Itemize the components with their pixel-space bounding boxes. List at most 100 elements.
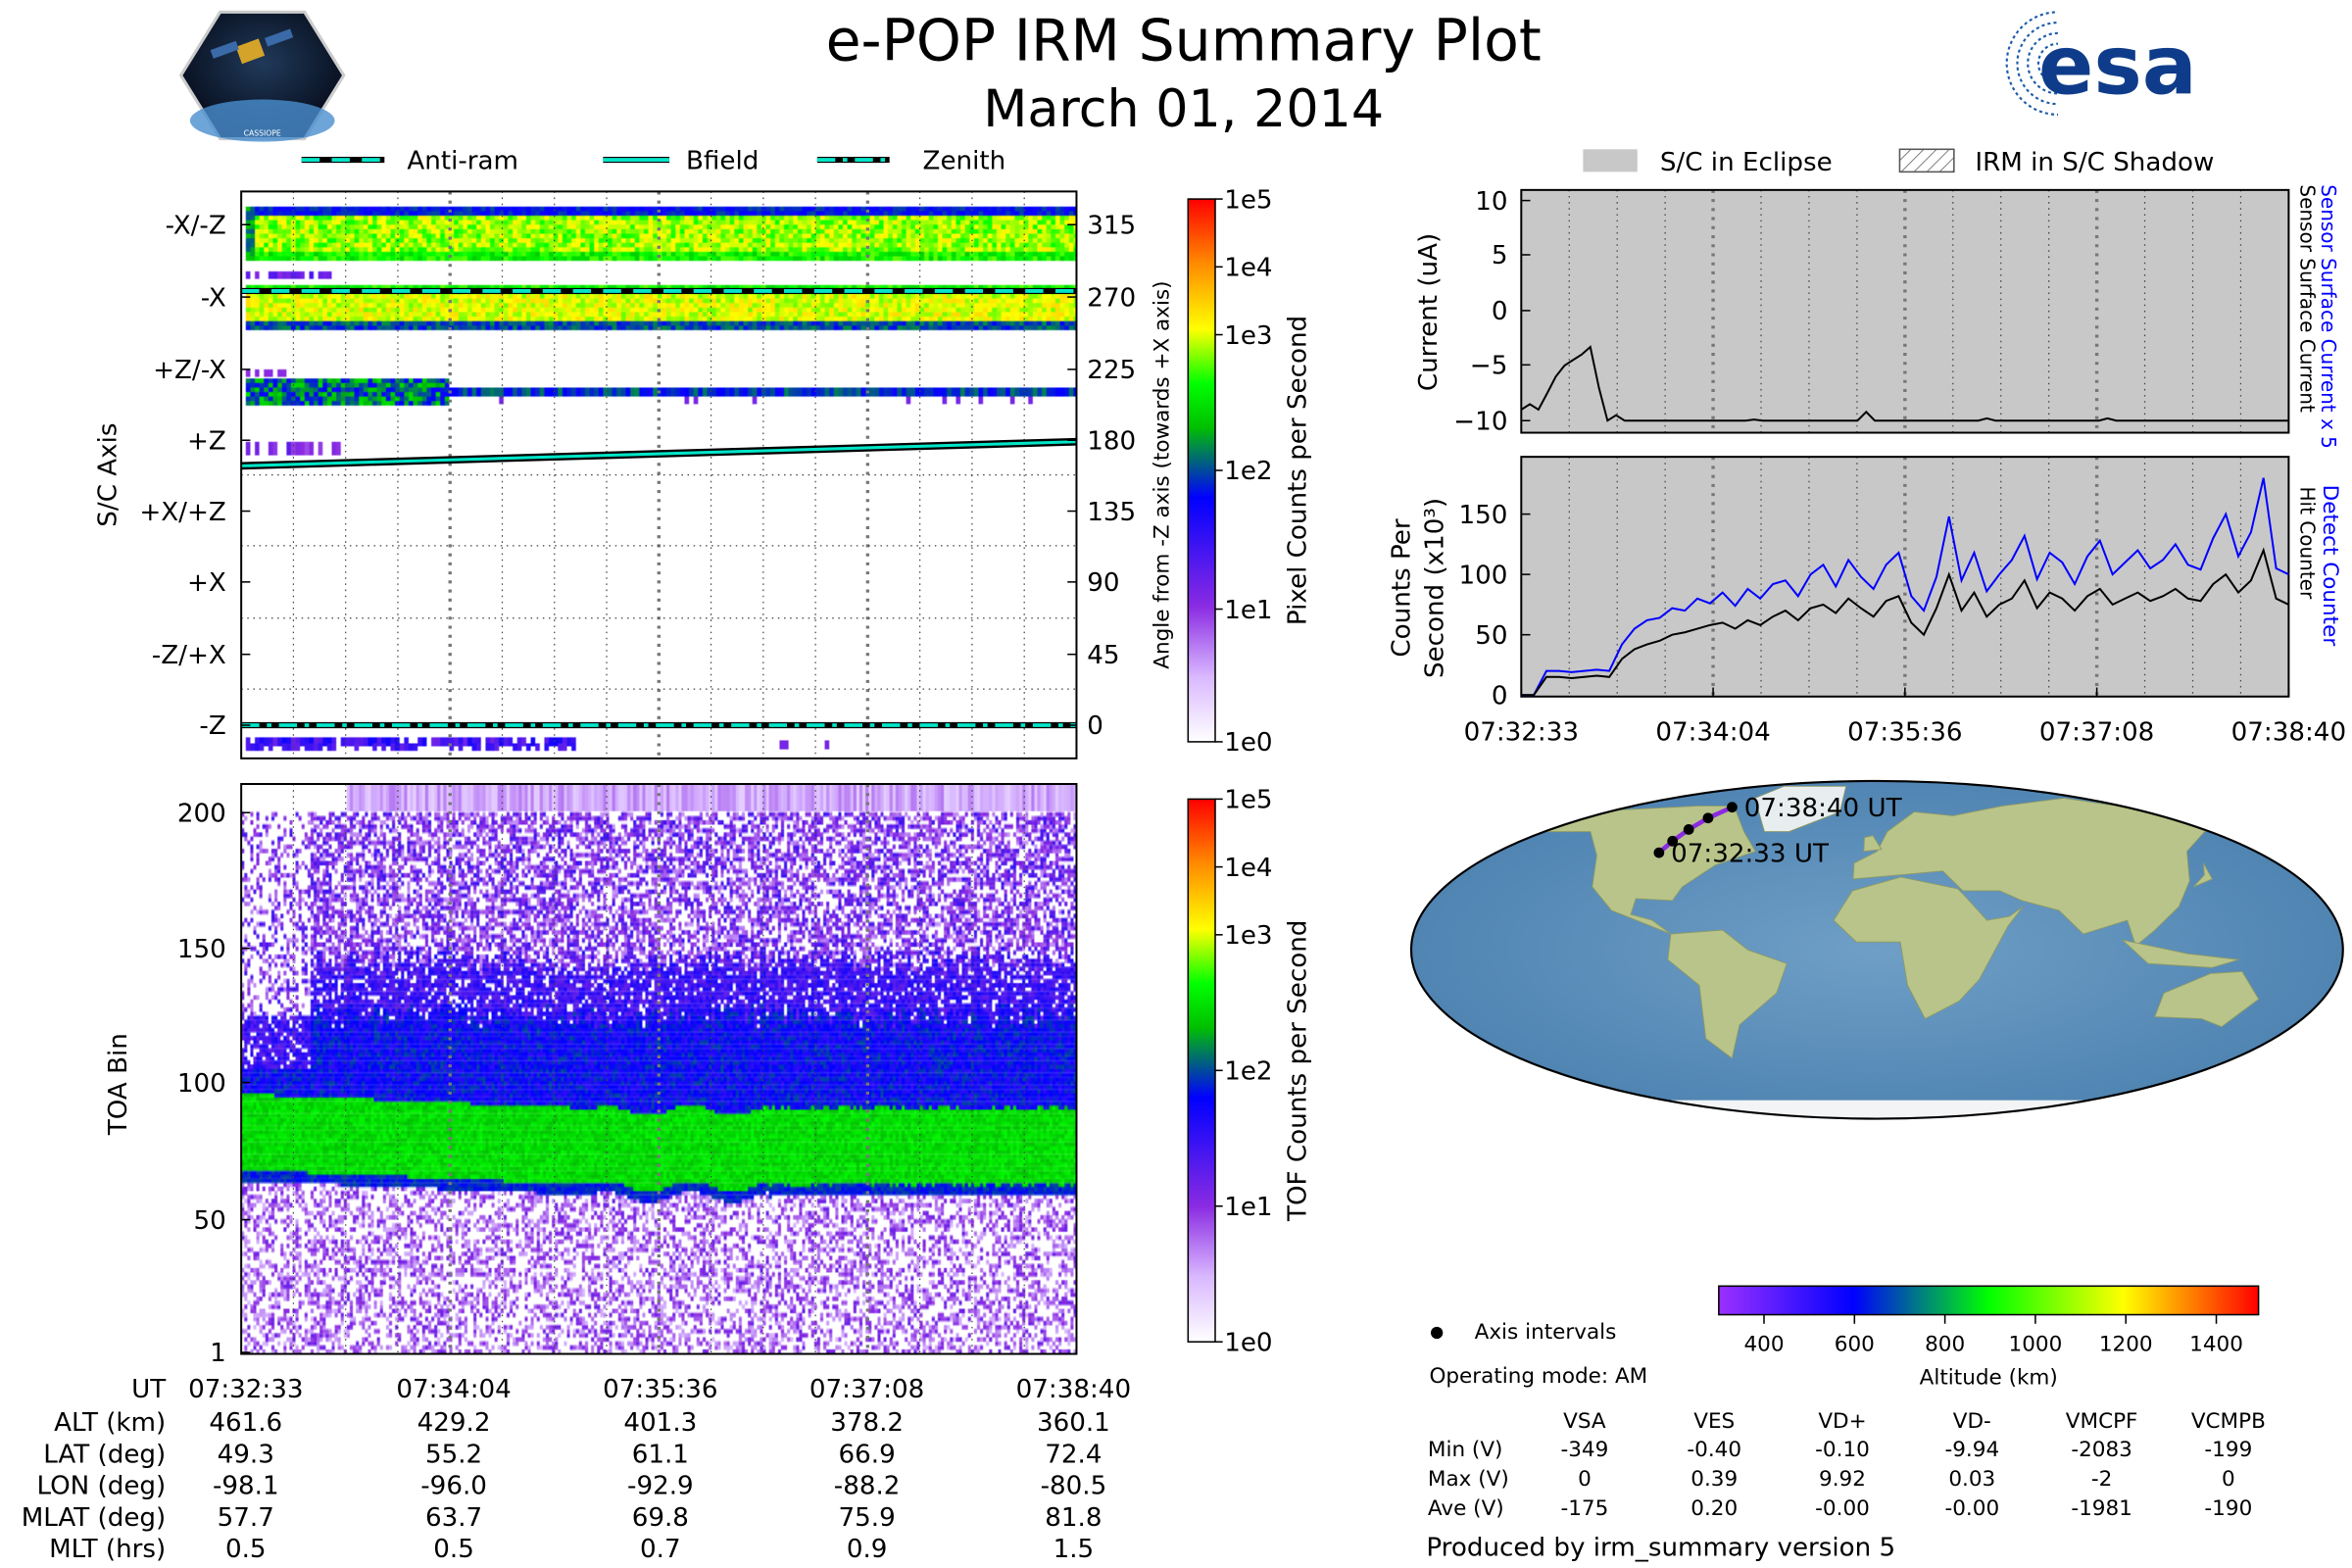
ephemeris-value: 75.9 <box>839 1503 896 1533</box>
axis-interval-point <box>1683 824 1694 835</box>
altitude-tick-label: 1000 <box>2009 1332 2063 1356</box>
ephemeris-value: 401.3 <box>623 1408 697 1438</box>
angle-tick-label: 225 <box>1087 356 1136 385</box>
ephemeris-row-label: LON (deg) <box>36 1472 166 1501</box>
altitude-tick-label: 400 <box>1743 1332 1784 1356</box>
current-tick-label: 0 <box>1492 297 1508 326</box>
ephemeris-value: 07:37:08 <box>809 1375 924 1404</box>
ephemeris-value: 360.1 <box>1037 1408 1110 1438</box>
axis-interval-point <box>1653 847 1665 858</box>
toa-tick-label: 1 <box>210 1339 226 1368</box>
pixel-colorbar <box>1187 198 1216 743</box>
angle-tick-label: 270 <box>1087 283 1136 313</box>
toa-tick-label: 100 <box>177 1069 226 1099</box>
ephemeris-value: -88.2 <box>834 1472 901 1501</box>
axis-intervals-legend-label: Axis intervals <box>1475 1320 1617 1345</box>
altitude-tick-label: 800 <box>1925 1332 1965 1356</box>
eclipse-legend-label: S/C in Eclipse <box>1660 148 1833 177</box>
y-axis-label: S/C Axis <box>93 423 122 527</box>
tof-colorbar <box>1187 798 1216 1343</box>
legend-zenith-label: Zenith <box>923 146 1006 175</box>
time-tick-label: 07:35:36 <box>1847 717 1962 747</box>
counts-axis-label-line1: Counts Per <box>1387 518 1416 657</box>
ephemeris-value: -92.9 <box>627 1472 694 1501</box>
voltage-value: -0.10 <box>1815 1438 1870 1462</box>
continent-australia <box>2154 970 2260 1028</box>
ephemeris-value: 0.5 <box>433 1535 474 1564</box>
voltage-value: -2083 <box>2071 1438 2132 1462</box>
colorbar-tick-label: 1e4 <box>1224 854 1272 883</box>
angle-tick-label: 0 <box>1087 711 1103 741</box>
angle-tick-label: 135 <box>1087 498 1136 527</box>
colorbar-tick-label: 1e3 <box>1224 921 1272 951</box>
legend-anti-ram-label: Anti-ram <box>407 146 518 175</box>
colorbar-tick-label: 1e2 <box>1224 1057 1272 1087</box>
continent-antarctica <box>1410 1100 2343 1119</box>
footer-text: Produced by irm_summary version 5 <box>1426 1534 1895 1563</box>
angle-tick-label: 315 <box>1087 211 1136 240</box>
legend-bfield-label: Bfield <box>686 146 759 175</box>
voltage-value: 0.03 <box>1948 1467 1995 1492</box>
current-tick-label: 10 <box>1475 187 1507 217</box>
colorbar-tick-label: 1e1 <box>1224 1193 1272 1222</box>
axis-tick-label: -X/-Z <box>166 211 226 240</box>
counts-axis-label-line2: Second (x10³) <box>1420 498 1449 678</box>
track-end-label: 07:38:40 UT <box>1744 794 1903 823</box>
voltage-value: -0.00 <box>1944 1496 1999 1521</box>
counts-tick-label: 50 <box>1475 621 1507 651</box>
ephemeris-value: 461.6 <box>209 1408 282 1438</box>
voltage-value: 0 <box>2222 1467 2235 1492</box>
ephemeris-value: -96.0 <box>420 1472 487 1501</box>
voltage-value: -9.94 <box>1944 1438 1999 1462</box>
esa-logo: esa <box>2005 9 2197 118</box>
current-tick-label: −10 <box>1453 407 1507 436</box>
axis-interval-point <box>1702 812 1714 824</box>
axis-tick-label: +X <box>187 568 226 598</box>
axis-tick-label: +Z <box>187 426 226 456</box>
ephemeris-value: 1.5 <box>1054 1535 1095 1564</box>
colorbar-tick-label: 1e5 <box>1224 786 1272 815</box>
toa-tick-label: 50 <box>194 1206 226 1236</box>
hit-counter-label: Hit Counter <box>2296 487 2320 600</box>
axis-tick-label: -X <box>201 283 226 313</box>
colorbar-tick-label: 1e5 <box>1224 185 1272 215</box>
ephemeris-value: 69.8 <box>632 1503 689 1533</box>
surface-current-label: Sensor Surface Current <box>2296 184 2320 413</box>
hit-counter-line <box>1521 547 2289 697</box>
current-tick-label: −5 <box>1470 352 1508 381</box>
voltage-value: -349 <box>1560 1438 1608 1462</box>
ephemeris-value: 0.7 <box>640 1535 681 1564</box>
current-panel-eclipse-fill <box>1521 189 2289 433</box>
time-tick-label: 07:34:04 <box>1655 717 1770 747</box>
colorbar-tick-label: 1e1 <box>1224 596 1272 625</box>
voltage-header: VD- <box>1953 1409 1991 1434</box>
colorbar-tick-label: 1e4 <box>1224 254 1272 283</box>
track-start-label: 07:32:33 UT <box>1671 839 1830 868</box>
axis-intervals-legend-marker <box>1430 1326 1444 1340</box>
y2-axis-label: Angle from -Z axis (towards +X axis) <box>1150 280 1174 668</box>
altitude-tick-label: 1400 <box>2189 1332 2243 1356</box>
time-tick-label: 07:37:08 <box>2039 717 2154 747</box>
toa-tick-label: 200 <box>177 799 226 828</box>
world-map-border <box>1409 779 2344 1120</box>
voltage-header: VCMPB <box>2191 1409 2266 1434</box>
page-subtitle-date: March 01, 2014 <box>983 79 1384 139</box>
colorbar-tick-label: 1e2 <box>1224 457 1272 486</box>
current-tick-label: 5 <box>1492 241 1508 270</box>
voltage-value: -190 <box>2204 1496 2252 1521</box>
axis-tick-label: -Z/+X <box>152 641 226 670</box>
colorbar-tick-label: 1e0 <box>1224 728 1272 758</box>
time-tick-label: 07:38:40 <box>2231 717 2346 747</box>
ephemeris-value: 07:35:36 <box>603 1375 717 1404</box>
surface-current-x5-label: Sensor Surface Current x 5 <box>2317 184 2340 449</box>
ephemeris-value: 07:34:04 <box>396 1375 511 1404</box>
voltage-value: 0 <box>1578 1467 1592 1492</box>
ephemeris-value: 57.7 <box>218 1503 274 1533</box>
altitude-colorbar <box>1718 1285 2260 1316</box>
axis-tick-label: +Z/-X <box>153 356 226 385</box>
ephemeris-value: 429.2 <box>417 1408 491 1438</box>
ephemeris-row-label: MLAT (deg) <box>22 1503 167 1533</box>
ephemeris-row-label: ALT (km) <box>54 1408 166 1438</box>
